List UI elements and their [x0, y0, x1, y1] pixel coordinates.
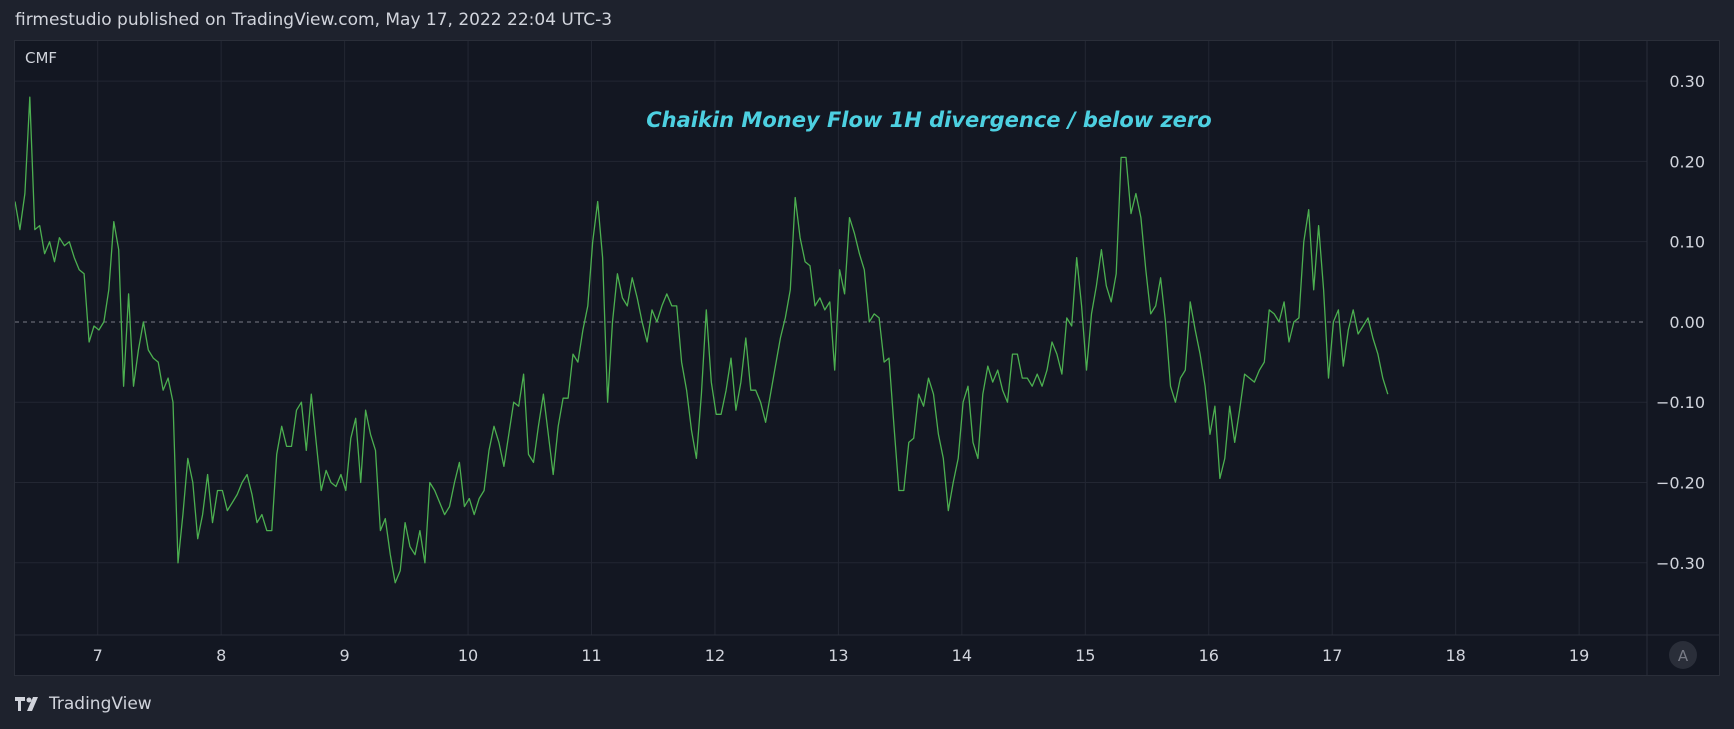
x-tick-label: 18 [1445, 646, 1465, 665]
x-tick-label: 11 [581, 646, 601, 665]
y-tick-label: −0.10 [1656, 393, 1705, 412]
x-tick-label: 17 [1322, 646, 1342, 665]
footer-brand: TradingView [15, 694, 152, 714]
cmf-chart[interactable]: 0.30 0.20 0.10 0.00 −0.10 −0.20 −0.30 7 8 9 10 11 12… [15, 41, 1719, 675]
x-tick-label: 13 [828, 646, 848, 665]
footer-brand-label: TradingView [49, 694, 152, 714]
chart-annotation: Chaikin Money Flow 1H divergence / below… [646, 108, 1211, 132]
chart-pane[interactable]: 0.30 0.20 0.10 0.00 −0.10 −0.20 −0.30 7 8 9 10 11 12… [14, 40, 1720, 676]
tradingview-logo-icon [15, 697, 38, 711]
publisher-caption: firmestudio published on TradingView.com… [15, 10, 613, 30]
y-tick-label: 0.30 [1669, 72, 1705, 91]
x-tick-label: 14 [952, 646, 972, 665]
x-tick-label: 10 [458, 646, 478, 665]
x-tick-label: 12 [705, 646, 725, 665]
y-tick-label: 0.00 [1669, 313, 1705, 332]
cmf-series-line [15, 96, 1389, 584]
y-tick-label: 0.20 [1669, 152, 1705, 171]
x-tick-label: 7 [93, 646, 103, 665]
x-tick-label: 8 [216, 646, 226, 665]
x-tick-label: 16 [1199, 646, 1219, 665]
indicator-label: CMF [25, 49, 57, 67]
x-tick-label: 9 [340, 646, 350, 665]
x-tick-label: 15 [1075, 646, 1095, 665]
y-tick-label: 0.10 [1669, 233, 1705, 252]
y-tick-label: −0.30 [1656, 554, 1705, 573]
y-tick-label: −0.20 [1656, 473, 1705, 492]
auto-scale-button-label[interactable]: A [1678, 647, 1689, 665]
x-tick-label: 19 [1569, 646, 1589, 665]
auto-scale-button[interactable] [1669, 641, 1697, 669]
